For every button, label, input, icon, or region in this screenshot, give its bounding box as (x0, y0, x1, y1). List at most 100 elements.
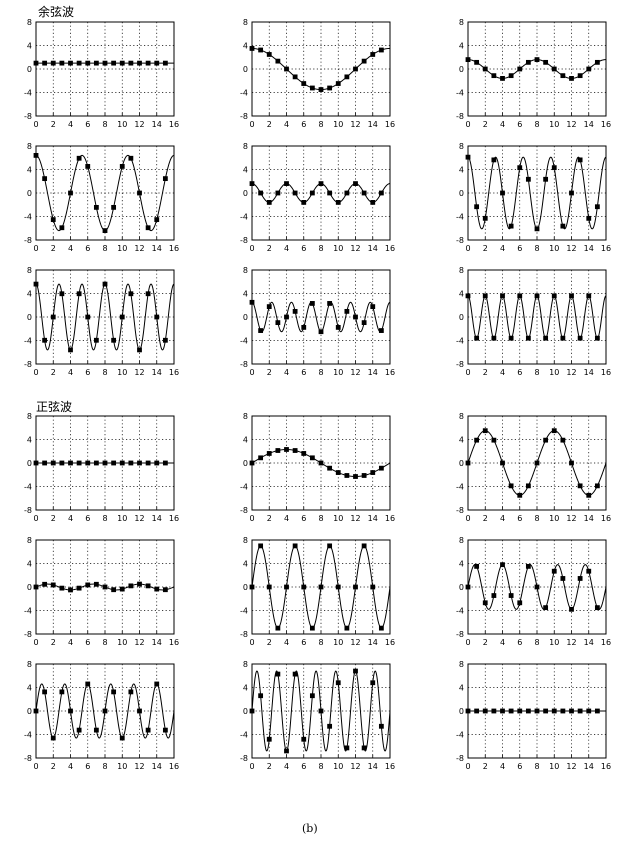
sample-point (111, 587, 117, 593)
sample-point (275, 671, 281, 677)
sample-point (33, 153, 39, 158)
sample-point (525, 59, 531, 65)
x-tick-label: 6 (517, 762, 522, 771)
sample-point (500, 562, 505, 568)
x-tick-label: 0 (465, 120, 470, 129)
sample-point (569, 76, 574, 81)
y-tick-label: 8 (459, 266, 464, 275)
x-tick-label: 12 (134, 120, 144, 129)
sample-point (560, 437, 566, 443)
x-tick-label: 2 (51, 120, 56, 129)
sample-point (292, 74, 298, 80)
x-tick-label: 12 (134, 368, 144, 377)
x-tick-label: 6 (301, 244, 306, 253)
cosine-plot-k6: 0 2 4 6 8 10 12 14 16 8 4 0 -4 -8 (24, 266, 179, 377)
sample-point (378, 723, 384, 729)
x-tick-label: 0 (465, 244, 470, 253)
sine-plot-k6: 0 2 4 6 8 10 12 14 16 8 4 0 -4 -8 (24, 660, 179, 771)
sample-point (465, 584, 471, 590)
sample-point (284, 66, 289, 72)
sample-point (42, 337, 48, 343)
x-tick-label: 14 (584, 514, 594, 523)
x-tick-label: 12 (350, 514, 360, 523)
x-tick-label: 6 (301, 120, 306, 129)
sample-point (361, 745, 367, 751)
sample-point (500, 76, 505, 81)
sample-point (525, 483, 531, 489)
x-tick-label: 2 (267, 368, 272, 377)
x-tick-label: 6 (301, 368, 306, 377)
sample-point (128, 291, 134, 297)
sample-point (249, 584, 255, 590)
sample-point (85, 164, 91, 169)
sample-point (534, 708, 540, 714)
x-tick-label: 2 (267, 638, 272, 647)
x-tick-label: 14 (584, 638, 594, 647)
sample-point (137, 347, 142, 353)
sample-point (119, 586, 125, 592)
sample-point (327, 301, 333, 306)
sample-point (249, 460, 255, 466)
x-tick-label: 2 (483, 514, 488, 523)
y-tick-label: 4 (459, 436, 464, 445)
sample-point (335, 584, 341, 590)
x-tick-label: 8 (318, 762, 323, 771)
sample-point (482, 708, 488, 714)
sample-point (301, 584, 307, 590)
y-tick-label: 0 (243, 313, 248, 322)
y-tick-label: -8 (24, 754, 32, 763)
sample-point (577, 335, 583, 341)
sample-point (353, 584, 358, 590)
cosine-section-title: 余弦波 (38, 5, 75, 19)
x-tick-label: 14 (368, 638, 378, 647)
sample-point (33, 584, 39, 590)
sample-point (327, 85, 333, 91)
sample-point (50, 460, 56, 466)
sample-point (119, 460, 125, 466)
sample-point (85, 60, 91, 66)
y-tick-label: 0 (459, 189, 464, 198)
y-tick-label: 8 (459, 412, 464, 421)
sample-point (76, 155, 82, 161)
x-tick-label: 2 (51, 244, 56, 253)
sample-point (59, 291, 65, 297)
sample-point (258, 543, 264, 549)
sample-point (474, 59, 480, 65)
sample-point (266, 304, 272, 310)
x-tick-label: 2 (51, 514, 56, 523)
x-tick-label: 4 (500, 120, 505, 129)
sample-point (335, 324, 341, 330)
sample-point (353, 474, 358, 479)
sample-point (551, 428, 557, 434)
sample-point (335, 200, 341, 205)
y-tick-label: 8 (243, 266, 248, 275)
sample-point (594, 335, 600, 341)
x-tick-label: 6 (517, 120, 522, 129)
x-tick-label: 10 (549, 244, 559, 253)
sample-point (543, 605, 549, 611)
sample-point (378, 190, 384, 196)
sample-point (318, 584, 324, 590)
y-tick-label: -8 (456, 506, 464, 515)
sample-point (586, 293, 592, 299)
x-tick-label: 2 (483, 120, 488, 129)
x-tick-label: 4 (284, 244, 289, 253)
x-tick-label: 10 (549, 638, 559, 647)
sample-point (318, 87, 324, 92)
y-tick-label: -8 (456, 630, 464, 639)
y-tick-label: 8 (27, 536, 32, 545)
sample-point (318, 329, 324, 335)
x-tick-label: 2 (267, 120, 272, 129)
sample-point (594, 59, 600, 65)
sample-point (378, 328, 384, 333)
y-tick-label: 8 (459, 660, 464, 669)
y-tick-label: 0 (459, 583, 464, 592)
sample-point (59, 689, 65, 695)
x-tick-label: 14 (368, 120, 378, 129)
y-tick-label: 0 (459, 459, 464, 468)
sample-point (482, 215, 488, 221)
sine-section-title: 正弦波 (36, 400, 73, 414)
x-tick-label: 8 (318, 368, 323, 377)
y-tick-label: -8 (240, 236, 248, 245)
sample-point (551, 66, 557, 72)
